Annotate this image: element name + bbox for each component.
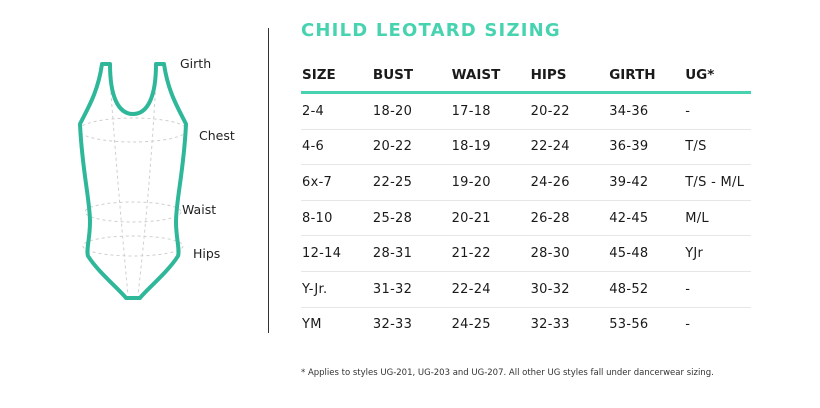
size-chart-table: SIZE BUST WAIST HIPS GIRTH UG* 2-4 18-20 17-18 2…: [301, 58, 751, 342]
column-header: UG*: [684, 58, 751, 94]
waist-label: Waist: [182, 202, 217, 217]
table-cell: 32-33: [372, 317, 413, 333]
table-cell: 48-52: [608, 271, 685, 308]
table-cell: 21-22: [450, 235, 530, 272]
table-cell: 19-20: [450, 164, 530, 201]
column-header: BUST: [371, 58, 451, 94]
table-row: 8-10 25-28 20-21 26-28 42-45 M/L: [301, 200, 751, 237]
table-row: 4-6 20-22 18-19 22-24 36-39 T/S: [301, 129, 751, 166]
table-cell: 24-25: [451, 317, 491, 333]
table-cell: 32-33: [530, 317, 570, 333]
table-cell: 18-20: [371, 92, 451, 130]
hips-label: Hips: [193, 246, 221, 261]
table-cell: 22-24: [450, 271, 530, 308]
chest-label: Chest: [199, 128, 235, 143]
table-row: 12-14 28-31 21-22 28-30 45-48 YJr: [301, 235, 751, 272]
leotard-outline-icon: [78, 62, 188, 300]
table-cell: 45-48: [608, 235, 685, 272]
table-cell: 22-24: [529, 129, 609, 166]
table-cell: 28-30: [529, 235, 609, 272]
table-row: YM 32-33 24-25 32-33 53-56 -: [301, 307, 751, 342]
girth-label: Girth: [180, 56, 212, 71]
table-cell: YM: [302, 317, 322, 333]
table-row: 2-4 18-20 17-18 20-22 34-36-: [301, 92, 751, 130]
column-header: GIRTH: [608, 58, 685, 94]
table-cell: T/S - M/L: [684, 164, 751, 201]
table-cell: 22-25: [371, 164, 451, 201]
table-cell: 18-19: [450, 129, 530, 166]
table-cell: Y-Jr.: [301, 271, 372, 308]
table-body: 2-4 18-20 17-18 20-22 34-36-4-6 20-22 18-19 22-…: [301, 92, 751, 343]
table-cell: 20-22: [529, 92, 609, 130]
table-cell: 31-32: [371, 271, 451, 308]
column-header: WAIST: [450, 58, 530, 94]
table-cell: 34-36: [608, 92, 685, 130]
leotard-diagram: Girth Chest Waist Hips: [0, 0, 268, 408]
table-row: 6x-7 22-25 19-20 24-26 39-42 T/S - M/L: [301, 164, 751, 201]
table-cell: 28-31: [371, 235, 451, 272]
table-cell: 6x-7: [301, 164, 372, 201]
table-header-row: SIZE BUST WAIST HIPS GIRTH UG*: [301, 58, 751, 94]
table-cell: 24-26: [529, 164, 609, 201]
table-cell: M/L: [684, 200, 751, 237]
table-cell: 20-21: [450, 200, 530, 237]
column-header: HIPS: [529, 58, 609, 94]
table-cell: 36-39: [608, 129, 685, 166]
table-cell: 39-42: [608, 164, 685, 201]
table-cell: -: [685, 317, 691, 333]
footnote: * Applies to styles UG-201, UG-203 and U…: [301, 368, 714, 378]
table-cell: 20-22: [371, 129, 451, 166]
table-cell: T/S: [684, 129, 751, 166]
table-cell: 42-45: [608, 200, 685, 237]
table-cell: 4-6: [301, 129, 372, 166]
table-cell: -: [684, 92, 751, 130]
page-title: CHILD LEOTARD SIZING: [301, 20, 561, 41]
column-header: SIZE: [301, 58, 372, 94]
table-cell: 12-14: [301, 235, 372, 272]
vertical-divider: [268, 28, 269, 333]
table-cell: -: [684, 271, 751, 308]
table-cell: 25-28: [371, 200, 451, 237]
table-row: Y-Jr. 31-32 22-24 30-32 48-52-: [301, 271, 751, 308]
table-cell: 26-28: [529, 200, 609, 237]
table-cell: YJr: [684, 235, 751, 272]
table-cell: 2-4: [301, 92, 372, 130]
table-cell: 30-32: [529, 271, 609, 308]
table-cell: 17-18: [450, 92, 530, 130]
table-cell: 8-10: [301, 200, 372, 237]
table-cell: 53-56: [609, 317, 649, 333]
